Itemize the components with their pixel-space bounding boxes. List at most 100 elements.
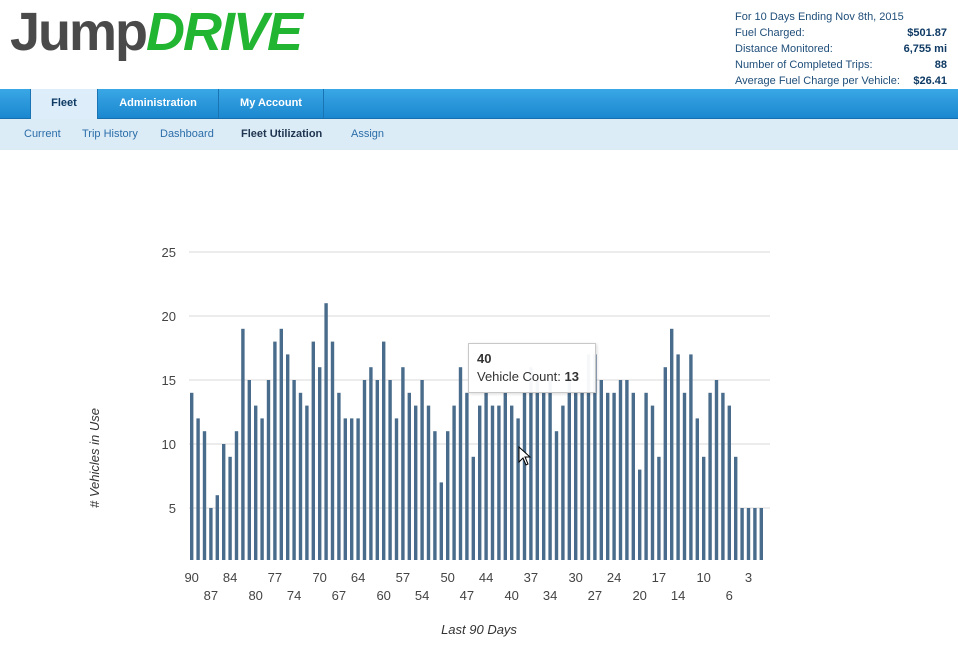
bar-day-9[interactable] (708, 392, 712, 560)
bar-day-21[interactable] (631, 392, 635, 560)
bar-day-90[interactable] (190, 392, 194, 560)
bar-day-82[interactable] (241, 328, 245, 560)
bar-day-11[interactable] (695, 418, 699, 560)
bar-day-15[interactable] (670, 328, 674, 560)
bar-day-77[interactable] (273, 341, 277, 560)
bar-day-86[interactable] (215, 495, 219, 560)
bar-day-43[interactable] (490, 405, 495, 560)
bar-day-74[interactable] (292, 380, 296, 560)
bar-day-13[interactable] (682, 392, 687, 560)
bar-day-10[interactable] (702, 456, 706, 560)
bar-day-76[interactable] (279, 328, 283, 560)
bar-day-34[interactable] (548, 380, 552, 560)
bar-day-80[interactable] (254, 405, 258, 560)
bar-day-62[interactable] (369, 367, 373, 560)
bar-day-47[interactable] (465, 392, 469, 560)
bar-day-85[interactable] (222, 444, 226, 560)
bar-day-48[interactable] (458, 367, 463, 560)
bar-day-70[interactable] (318, 367, 322, 560)
bar-day-84[interactable] (228, 456, 232, 560)
bar-day-36[interactable] (535, 380, 539, 560)
bar-day-60[interactable] (382, 341, 386, 560)
bar-day-4[interactable] (740, 508, 744, 560)
bar-day-14[interactable] (676, 354, 680, 560)
bar-day-26[interactable] (599, 380, 603, 560)
bar-day-61[interactable] (375, 380, 379, 560)
bar-day-2[interactable] (753, 508, 757, 560)
bar-day-8[interactable] (714, 380, 719, 560)
bar-day-44[interactable] (484, 392, 488, 560)
subnav-trip-history[interactable]: Trip History (82, 128, 138, 140)
bar-day-49[interactable] (452, 405, 456, 560)
bar-day-19[interactable] (644, 392, 648, 560)
bar-day-1[interactable] (759, 508, 763, 560)
bar-day-88[interactable] (202, 431, 207, 560)
subnav-dashboard[interactable]: Dashboard (160, 128, 214, 140)
x-tick-label: 90 (184, 570, 198, 585)
bar-day-68[interactable] (330, 341, 335, 560)
bar-day-33[interactable] (554, 431, 559, 560)
bar-day-66[interactable] (343, 418, 347, 560)
bar-day-31[interactable] (567, 380, 571, 560)
bar-day-75[interactable] (286, 354, 290, 560)
bar-day-50[interactable] (446, 431, 450, 560)
subnav-assign[interactable]: Assign (351, 128, 385, 140)
bar-day-29[interactable] (580, 392, 584, 560)
bar-day-30[interactable] (574, 392, 578, 560)
bar-day-28[interactable] (586, 354, 591, 560)
bar-day-42[interactable] (497, 405, 501, 560)
bar-day-24[interactable] (612, 392, 616, 560)
bar-day-51[interactable] (439, 482, 443, 560)
bar-day-41[interactable] (503, 392, 507, 560)
bar-day-22[interactable] (625, 380, 629, 560)
bar-day-69[interactable] (324, 303, 328, 560)
bar-day-67[interactable] (337, 392, 341, 560)
bar-day-63[interactable] (362, 380, 367, 560)
bar-day-78[interactable] (266, 380, 271, 560)
bar-day-53[interactable] (426, 405, 431, 560)
bar-day-83[interactable] (234, 431, 239, 560)
bar-day-79[interactable] (260, 418, 264, 560)
bar-day-37[interactable] (529, 367, 533, 560)
bar-day-55[interactable] (414, 405, 418, 560)
bar-day-20[interactable] (638, 469, 642, 560)
bar-day-16[interactable] (663, 367, 667, 560)
bar-day-71[interactable] (311, 341, 315, 560)
jumpdrive-logo[interactable]: JumpDRIVE (10, 5, 303, 59)
bar-day-65[interactable] (350, 418, 354, 560)
tab-administration[interactable]: Administration (98, 89, 219, 118)
bar-day-58[interactable] (394, 418, 399, 560)
bar-day-81[interactable] (247, 380, 251, 560)
bar-day-6[interactable] (727, 405, 731, 560)
bar-day-39[interactable] (516, 418, 520, 560)
tab-my-account[interactable]: My Account (219, 89, 324, 118)
bar-day-27[interactable] (593, 354, 597, 560)
bar-day-46[interactable] (471, 456, 475, 560)
bar-day-73[interactable] (298, 392, 303, 560)
bar-day-23[interactable] (618, 380, 623, 560)
bar-day-32[interactable] (561, 405, 565, 560)
bar-day-72[interactable] (305, 405, 309, 560)
bar-day-57[interactable] (401, 367, 405, 560)
bar-day-87[interactable] (209, 508, 213, 560)
bar-day-52[interactable] (433, 431, 437, 560)
bar-day-17[interactable] (657, 456, 661, 560)
bar-day-54[interactable] (420, 380, 424, 560)
bar-day-40[interactable] (510, 405, 514, 560)
bar-day-25[interactable] (606, 392, 610, 560)
bar-day-64[interactable] (356, 418, 360, 560)
bar-day-35[interactable] (542, 392, 546, 560)
bar-day-45[interactable] (478, 405, 482, 560)
bar-day-89[interactable] (196, 418, 200, 560)
bar-day-56[interactable] (407, 392, 411, 560)
subnav-fleet-utilization[interactable]: Fleet Utilization (241, 128, 323, 140)
bar-day-3[interactable] (746, 508, 751, 560)
bar-day-5[interactable] (734, 456, 738, 560)
tab-fleet[interactable]: Fleet (30, 89, 98, 119)
subnav-current[interactable]: Current (24, 128, 61, 140)
bar-day-12[interactable] (689, 354, 693, 560)
bar-day-18[interactable] (650, 405, 655, 560)
bar-day-59[interactable] (388, 380, 392, 560)
bar-day-7[interactable] (721, 392, 725, 560)
bar-day-38[interactable] (522, 392, 527, 560)
